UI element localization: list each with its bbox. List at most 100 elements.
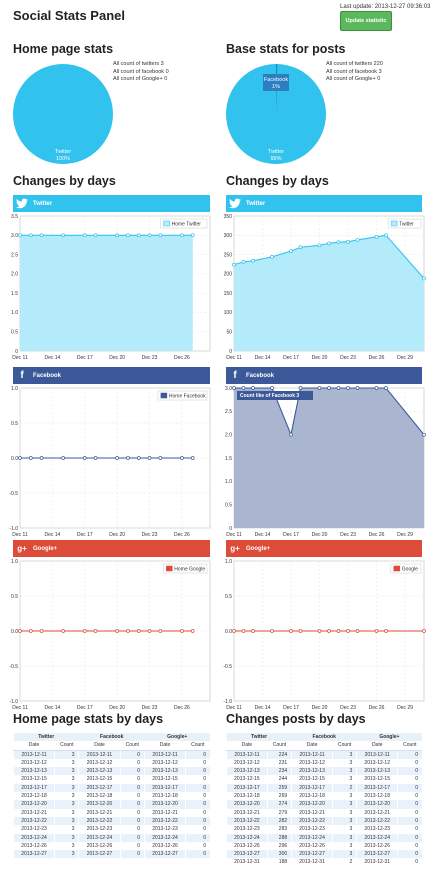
data-point bbox=[93, 456, 98, 460]
table-row: 2013-12-15 3 2013-12-15 0 2013-12-15 0 bbox=[12, 775, 210, 784]
cell-date: 2013-12-11 bbox=[356, 750, 398, 759]
data-point bbox=[346, 239, 350, 244]
table-row: 2013-12-13 234 2013-12-13 3 2013-12-13 0 bbox=[226, 767, 422, 776]
data-point bbox=[298, 629, 303, 633]
data-point bbox=[18, 233, 22, 238]
cell-count: 0 bbox=[185, 841, 210, 851]
cell-count: 288 bbox=[266, 833, 292, 842]
twitter-bar-right: Twitter bbox=[226, 195, 422, 212]
data-point bbox=[61, 629, 66, 633]
cell-count: 3 bbox=[332, 825, 357, 834]
cell-date: 2013-12-17 bbox=[143, 783, 186, 793]
table-row: 2013-12-31 188 2013-12-31 2 2013-12-31 0 bbox=[226, 858, 422, 867]
cell-date: 2013-12-23 bbox=[78, 825, 121, 834]
table-row: 2013-12-12 231 2013-12-12 3 2013-12-12 0 bbox=[226, 758, 422, 768]
y-tick-label: -0.5 bbox=[223, 664, 232, 670]
info-line: All count of facebook 3 bbox=[326, 68, 382, 75]
data-point bbox=[136, 233, 141, 238]
data-point bbox=[384, 629, 388, 633]
cell-date: 2013-12-15 bbox=[143, 775, 186, 784]
cell-date: 2013-12-21 bbox=[356, 808, 398, 817]
cell-date: 2013-12-26 bbox=[356, 841, 398, 851]
data-point bbox=[82, 629, 87, 633]
cell-count: 3 bbox=[332, 816, 357, 826]
legend-label: Google bbox=[402, 567, 418, 573]
cell-count: 259 bbox=[266, 783, 292, 793]
series-line bbox=[234, 387, 425, 437]
data-point bbox=[232, 262, 236, 267]
google-bar-left: g+ Google+ bbox=[13, 540, 210, 557]
data-point bbox=[147, 456, 152, 460]
google-bar-label: Google+ bbox=[33, 545, 58, 552]
y-tick-label: 100 bbox=[224, 310, 233, 316]
data-point bbox=[346, 386, 350, 390]
data-point bbox=[327, 629, 331, 633]
x-tick-label: Dec 14 bbox=[255, 705, 271, 711]
x-tick-label: Dec 11 bbox=[12, 532, 28, 538]
cell-date: 2013-12-20 bbox=[226, 800, 268, 809]
data-point bbox=[28, 629, 33, 633]
facebook-bar-right: f Facebook bbox=[226, 367, 422, 384]
cell-count: 0 bbox=[119, 767, 145, 776]
table-row: 2013-12-21 3 2013-12-21 0 2013-12-21 0 bbox=[12, 808, 210, 817]
y-tick-label: 0 bbox=[229, 526, 232, 532]
twitter-bird-icon bbox=[15, 197, 29, 211]
legend-swatch bbox=[160, 392, 168, 399]
col-count: Count bbox=[267, 741, 292, 751]
x-tick-label: Dec 26 bbox=[174, 355, 190, 361]
y-tick-label: 1.0 bbox=[225, 559, 232, 565]
col-group-twitter: Twitter bbox=[226, 733, 292, 742]
data-point bbox=[241, 629, 246, 633]
update-statistic-button[interactable]: Update statistic bbox=[340, 11, 392, 31]
home-twitter-chart: 0 0.5 1.0 1.5 2.0 2.5 3.0 3.5 Dec 11 Dec 14 Dec 17… bbox=[6, 213, 212, 363]
cell-date: 2013-12-18 bbox=[78, 792, 121, 801]
data-point bbox=[28, 456, 33, 460]
cell-count: 3 bbox=[54, 783, 79, 793]
data-point bbox=[384, 386, 388, 390]
y-tick-label: 200 bbox=[224, 272, 233, 278]
table-row: 2013-12-22 282 2013-12-22 3 2013-12-22 0 bbox=[226, 816, 422, 826]
cell-date: 2013-12-12 bbox=[291, 758, 333, 768]
cell-count: 224 bbox=[266, 750, 292, 759]
cell-date: 2013-12-27 bbox=[226, 850, 268, 859]
data-point bbox=[61, 456, 66, 460]
data-point bbox=[158, 456, 163, 460]
cell-date: 2013-12-27 bbox=[78, 850, 121, 859]
cell-count: 269 bbox=[266, 792, 292, 801]
col-count: Count bbox=[332, 741, 357, 751]
cell-date: 2013-12-23 bbox=[12, 825, 55, 834]
table-row: 2013-12-15 244 2013-12-15 3 2013-12-15 0 bbox=[226, 775, 422, 784]
cell-count: 3 bbox=[332, 833, 357, 842]
cell-date: 2013-12-11 bbox=[78, 750, 121, 759]
x-tick-label: Dec 14 bbox=[44, 355, 60, 361]
col-date: Date bbox=[78, 741, 121, 751]
cell-count: 0 bbox=[119, 775, 145, 784]
cell-count: 231 bbox=[266, 758, 292, 768]
data-point bbox=[298, 245, 303, 250]
data-point bbox=[251, 386, 255, 390]
facebook-icon: f bbox=[233, 370, 237, 381]
cell-count: 0 bbox=[185, 767, 210, 776]
data-point bbox=[126, 456, 130, 460]
pie-pct-twitter: 99% bbox=[270, 156, 281, 162]
cell-date: 2013-12-15 bbox=[356, 775, 398, 784]
google-bar-label: Google+ bbox=[246, 545, 271, 552]
data-point bbox=[270, 386, 274, 390]
x-tick-label: Dec 23 bbox=[142, 355, 158, 361]
pie-label-facebook-box bbox=[263, 74, 289, 91]
cell-date: 2013-12-15 bbox=[78, 775, 121, 784]
x-tick-label: Dec 17 bbox=[283, 355, 299, 361]
legend-label: Home Twitter bbox=[172, 222, 202, 228]
google-plus-icon: g+ bbox=[17, 544, 27, 553]
y-tick-label: -1.0 bbox=[9, 526, 18, 532]
data-point bbox=[317, 386, 322, 390]
y-tick-label: 0.0 bbox=[11, 456, 18, 462]
cell-count: 234 bbox=[266, 767, 292, 776]
data-point bbox=[374, 234, 379, 239]
cell-count: 0 bbox=[397, 792, 422, 801]
google-bar-right: g+ Google+ bbox=[226, 540, 422, 557]
data-point bbox=[180, 629, 184, 633]
cell-date: 2013-12-13 bbox=[143, 767, 186, 776]
legend-box bbox=[157, 390, 208, 401]
posts-twitter-chart: 0 50 100 150 200 250 300 350 Dec 11 Dec 14 Dec 17 D… bbox=[220, 213, 426, 363]
